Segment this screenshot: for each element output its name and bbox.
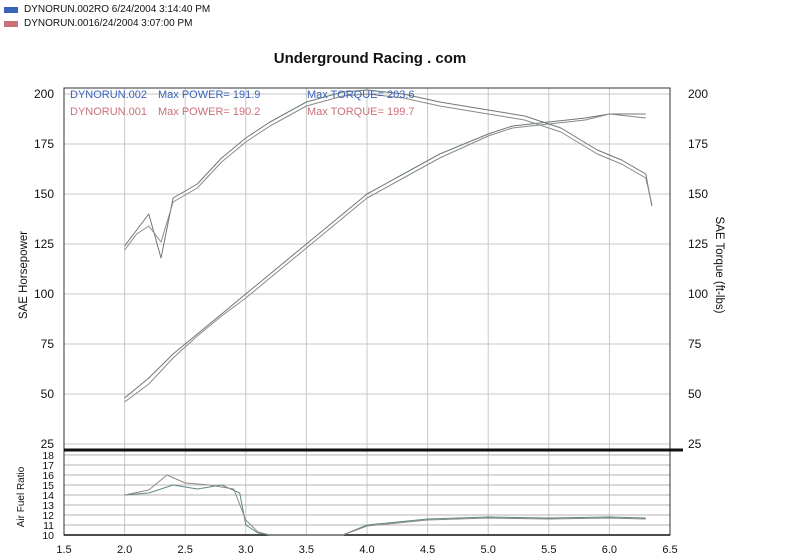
series-layer (124, 89, 653, 536)
x-tick-label-6.5: 6.5 (662, 544, 677, 556)
x-tick-label-5.0: 5.0 (481, 544, 496, 556)
y-right-tick-150: 150 (688, 187, 708, 201)
y-left-tick-50: 50 (41, 387, 55, 401)
legend-swatch-run-002 (4, 6, 18, 13)
axes-layer: 1.5 2.0 2.5 3.0 3.5 4.0 4.5 5.0 5.5 6.0 6.5 25 25 50 5… (16, 87, 725, 556)
afr-tick-17: 17 (42, 460, 54, 472)
legend-label-run-001: DYNORUN.0016/24/2004 3:07:00 PM (24, 18, 193, 29)
series-afr-dynorun-001 (124, 474, 646, 536)
afr-tick-12: 12 (42, 510, 54, 522)
series-power-dynorun-001 (124, 113, 646, 403)
y-right-tick-75: 75 (688, 337, 702, 351)
y-axis-title-right: SAE Torque (ft-lbs) (713, 217, 725, 314)
afr-tick-15: 15 (42, 480, 54, 492)
y-right-tick-100: 100 (688, 287, 708, 301)
y-left-tick-25: 25 (41, 437, 55, 451)
annotation-run-002-torque: Max TORQUE= 203.6 (307, 89, 415, 101)
afr-tick-18: 18 (42, 450, 54, 462)
plot-frame (63, 87, 683, 536)
series-power-dynorun-002 (124, 113, 646, 399)
y-left-tick-75: 75 (41, 337, 55, 351)
annotation-run-001-power: Max POWER= 190.2 (158, 106, 260, 118)
afr-axis-title: Air Fuel Ratio (16, 466, 27, 527)
afr-tick-13: 13 (42, 500, 54, 512)
y-left-tick-200: 200 (34, 87, 54, 101)
y-right-tick-25: 25 (688, 437, 702, 451)
x-tick-label-6.0: 6.0 (602, 544, 617, 556)
grid-lines (63, 88, 671, 536)
y-right-tick-175: 175 (688, 137, 708, 151)
y-left-tick-125: 125 (34, 237, 54, 251)
y-right-tick-50: 50 (688, 387, 702, 401)
afr-tick-10: 10 (42, 530, 54, 542)
annotations: DYNORUN.002 Max POWER= 191.9 Max TORQUE=… (70, 89, 415, 118)
legend-entry-run-002: DYNORUN.002RO 6/24/2004 3:14:40 PM (4, 4, 210, 15)
y-left-tick-150: 150 (34, 187, 54, 201)
x-tick-label-4.0: 4.0 (359, 544, 374, 556)
y-right-tick-125: 125 (688, 237, 708, 251)
x-tick-label-3.5: 3.5 (299, 544, 314, 556)
legend-entry-run-001: DYNORUN.0016/24/2004 3:07:00 PM (4, 18, 192, 29)
x-tick-label-1.5: 1.5 (56, 544, 71, 556)
x-tick-label-3.0: 3.0 (238, 544, 253, 556)
y-axis-title-left: SAE Horsepower (18, 231, 30, 319)
x-tick-label-5.5: 5.5 (541, 544, 556, 556)
x-tick-label-2.5: 2.5 (178, 544, 193, 556)
y-left-tick-100: 100 (34, 287, 54, 301)
legend-label-run-002: DYNORUN.002RO 6/24/2004 3:14:40 PM (24, 4, 211, 15)
series-torque-dynorun-002 (124, 89, 653, 259)
afr-tick-11: 11 (43, 520, 54, 532)
series-torque-dynorun-001 (124, 93, 653, 251)
annotation-run-001-name: DYNORUN.001 (70, 106, 147, 118)
legend-swatch-run-001 (4, 20, 18, 27)
chart-title: Underground Racing . com (274, 50, 467, 67)
x-tick-label-2.0: 2.0 (117, 544, 132, 556)
afr-tick-16: 16 (42, 470, 54, 482)
annotation-run-001-torque: Max TORQUE= 199.7 (307, 106, 415, 118)
y-left-tick-175: 175 (34, 137, 54, 151)
series-afr-dynorun-002 (124, 484, 646, 536)
y-right-tick-200: 200 (688, 87, 708, 101)
x-tick-label-4.5: 4.5 (420, 544, 435, 556)
annotation-run-002-name: DYNORUN.002 (70, 89, 147, 101)
annotation-run-002-power: Max POWER= 191.9 (158, 89, 260, 101)
afr-tick-14: 14 (42, 490, 54, 502)
